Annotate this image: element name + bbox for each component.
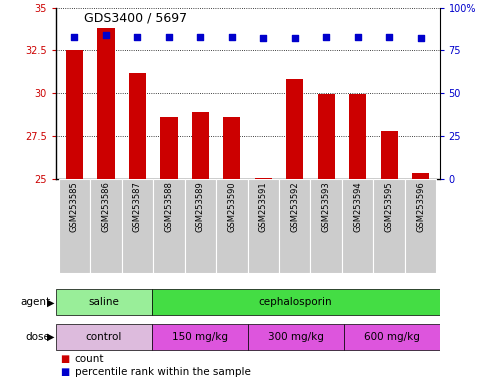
Point (165, 34, 173, 40)
Bar (279, 179, 311, 273)
Text: GSM253587: GSM253587 (133, 181, 142, 232)
Bar (160, 117, 178, 179)
Bar (66, 50, 83, 179)
Bar (412, 174, 429, 179)
Text: GDS3400 / 5697: GDS3400 / 5697 (84, 12, 187, 25)
Text: 300 mg/kg: 300 mg/kg (268, 332, 324, 342)
Text: ▶: ▶ (47, 332, 55, 342)
Bar (405, 179, 436, 273)
Text: 600 mg/kg: 600 mg/kg (364, 332, 419, 342)
Bar (343, 324, 440, 350)
Text: GSM253586: GSM253586 (101, 181, 111, 232)
Point (291, 35, 298, 41)
Point (197, 34, 204, 40)
Text: GSM253592: GSM253592 (290, 181, 299, 232)
Bar (317, 94, 335, 179)
Point (322, 34, 330, 40)
Bar (216, 179, 248, 273)
Text: cephalosporin: cephalosporin (259, 297, 332, 308)
Bar (152, 290, 440, 315)
Text: dose: dose (26, 332, 51, 342)
Bar (153, 179, 185, 273)
Point (259, 35, 267, 41)
Bar (286, 79, 303, 179)
Text: 150 mg/kg: 150 mg/kg (171, 332, 227, 342)
Text: GSM253590: GSM253590 (227, 181, 236, 232)
Text: GSM253595: GSM253595 (384, 181, 394, 232)
Bar (192, 112, 209, 179)
Text: ■: ■ (60, 354, 70, 364)
Bar (97, 28, 114, 179)
Bar (90, 179, 122, 273)
Bar (122, 179, 153, 273)
Text: ▶: ▶ (47, 297, 55, 308)
Bar (223, 117, 241, 179)
Point (71, 34, 78, 40)
Point (228, 34, 236, 40)
Bar (56, 290, 152, 315)
Bar (349, 94, 366, 179)
Point (417, 35, 425, 41)
Text: count: count (75, 354, 104, 364)
Bar (311, 179, 342, 273)
Text: control: control (85, 332, 122, 342)
Bar (255, 178, 272, 179)
Text: GSM253593: GSM253593 (322, 181, 331, 232)
Text: percentile rank within the sample: percentile rank within the sample (75, 367, 251, 377)
Bar (152, 324, 248, 350)
Point (385, 34, 393, 40)
Point (102, 32, 110, 38)
Bar (185, 179, 216, 273)
Point (133, 34, 141, 40)
Text: GSM253585: GSM253585 (70, 181, 79, 232)
Text: GSM253594: GSM253594 (353, 181, 362, 232)
Bar (373, 179, 405, 273)
Text: agent: agent (21, 297, 51, 308)
Point (354, 34, 362, 40)
Text: ■: ■ (60, 367, 70, 377)
Bar (56, 324, 152, 350)
Text: saline: saline (88, 297, 119, 308)
Text: GSM253589: GSM253589 (196, 181, 205, 232)
Bar (248, 324, 343, 350)
Bar (248, 179, 279, 273)
Text: GSM253596: GSM253596 (416, 181, 425, 232)
Bar (381, 131, 398, 179)
Bar (342, 179, 373, 273)
Bar (59, 179, 90, 273)
Bar (129, 73, 146, 179)
Text: GSM253588: GSM253588 (164, 181, 173, 232)
Text: GSM253591: GSM253591 (259, 181, 268, 232)
